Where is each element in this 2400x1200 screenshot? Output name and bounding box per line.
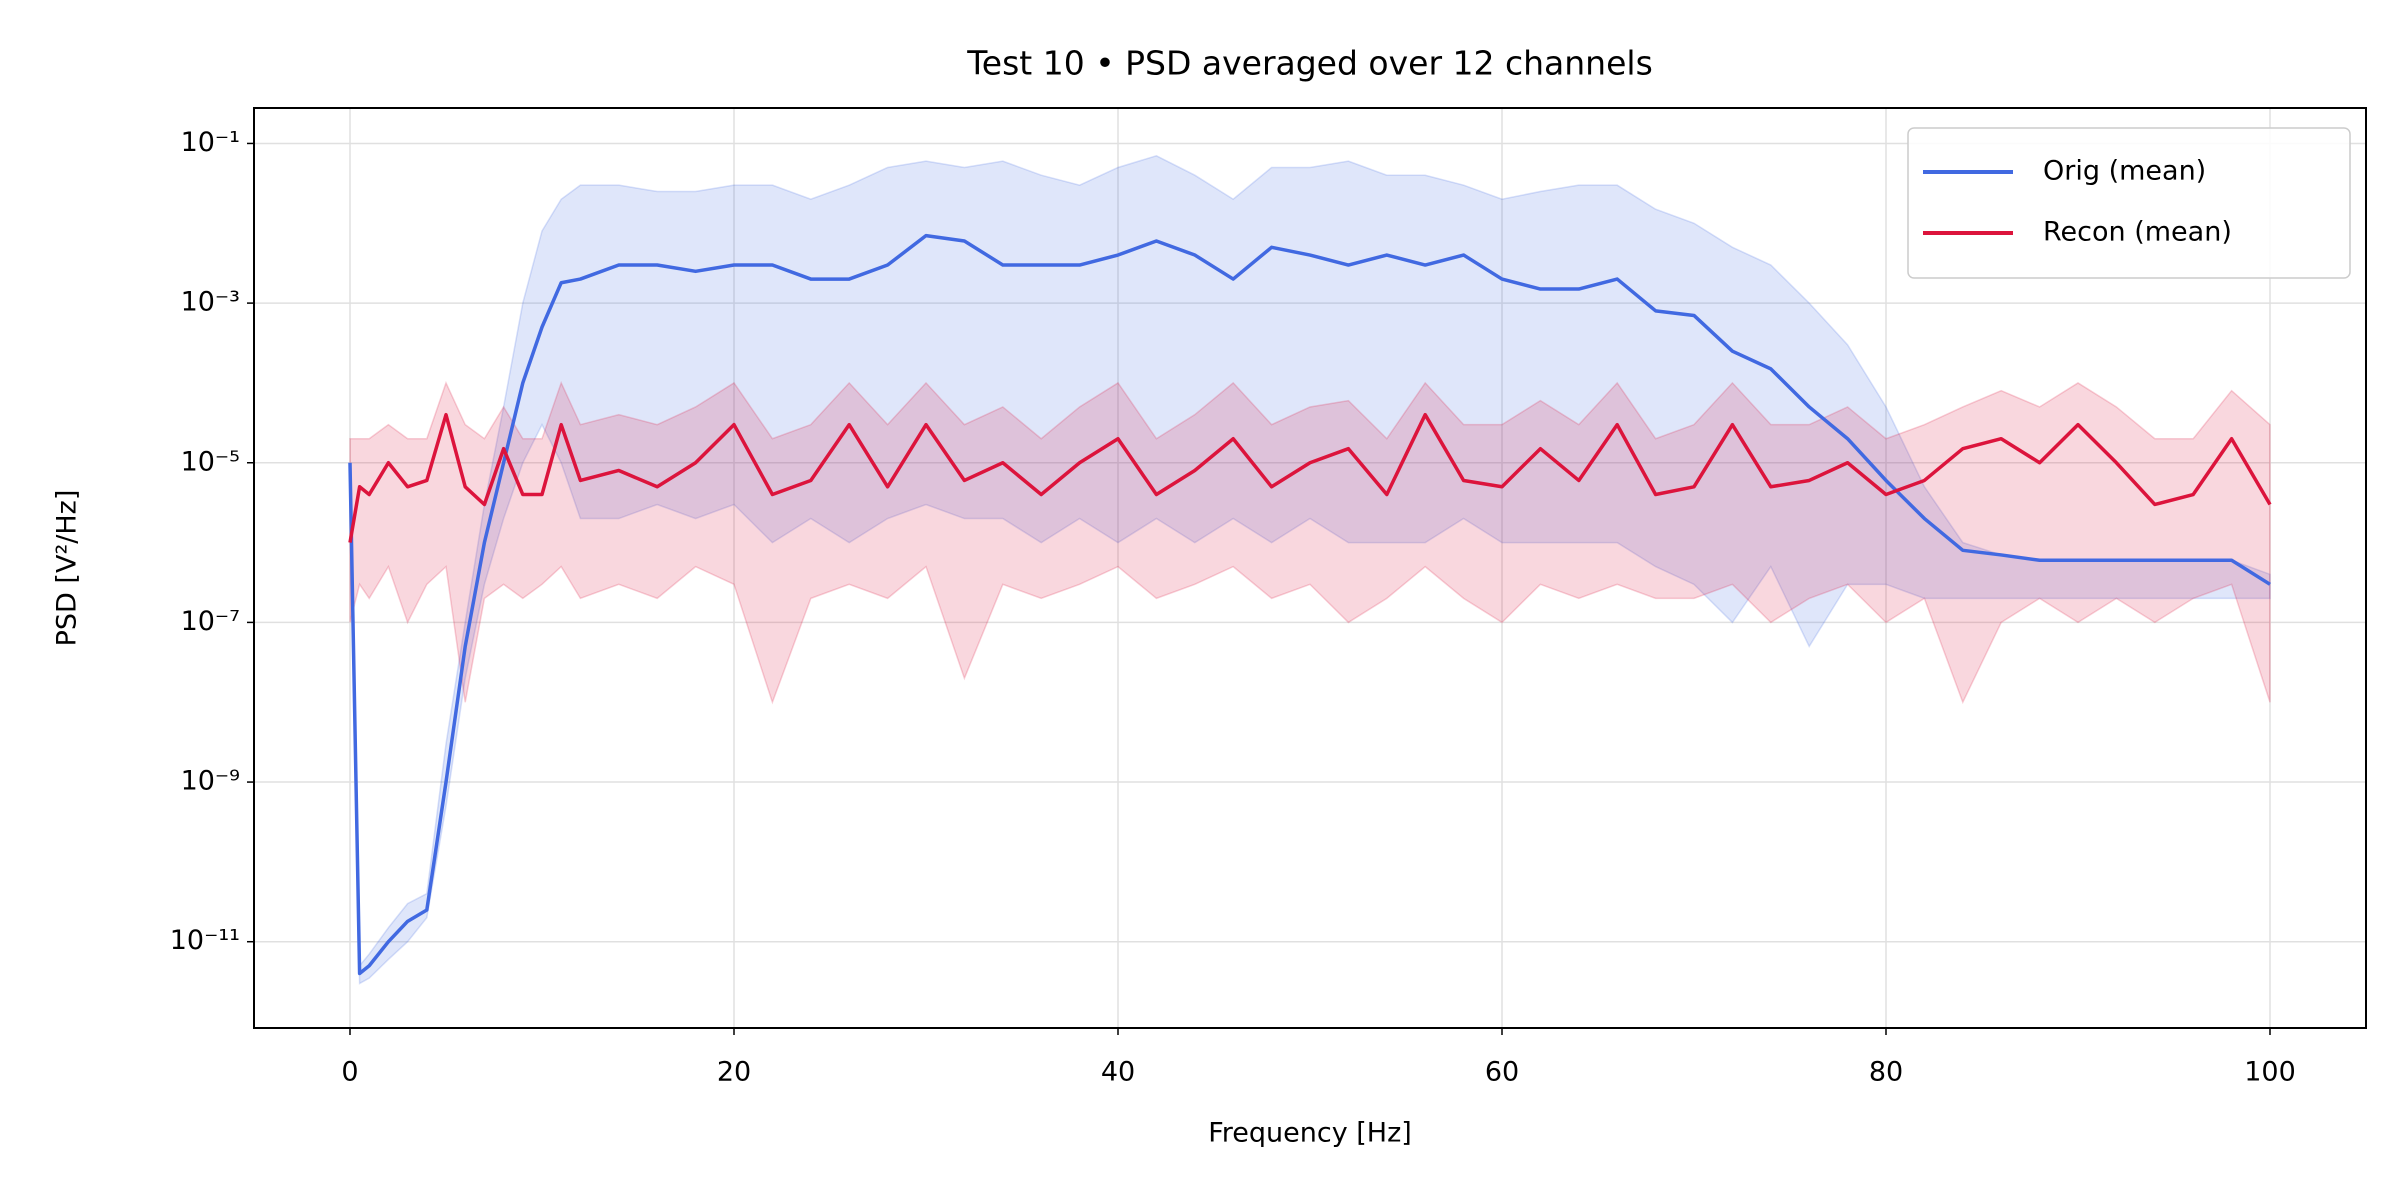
band (349, 380, 2271, 705)
x-tick-label: 0 (341, 1057, 358, 1088)
legend-box (1907, 127, 2351, 279)
x-tick-label: 100 (2244, 1057, 2296, 1088)
x-tick-label: 80 (1869, 1057, 1903, 1088)
y-tick-label: 10⁻¹¹ (170, 925, 240, 956)
y-tick-label: 10⁻¹ (181, 127, 240, 158)
line (348, 233, 2271, 976)
legend-label: Recon (mean) (2043, 217, 2232, 248)
y-tick-label: 10⁻⁷ (181, 606, 240, 637)
y-tick-label: 10⁻⁹ (181, 766, 240, 797)
plot-frame (253, 107, 2367, 1029)
y-axis-label: PSD [V²/Hz] (52, 490, 83, 647)
band (349, 155, 2271, 985)
y-tick-label: 10⁻³ (181, 287, 240, 318)
legend-label: Orig (mean) (2043, 156, 2206, 187)
plot-area (348, 155, 2272, 985)
axes: 0 20 40 60 80 100 10⁻¹¹ 10⁻⁹ 10⁻⁷ 10⁻⁵ 10⁻³ 10⁻¹ Ori… (170, 107, 2367, 1088)
x-axis-label: Frequency [Hz] (1208, 1118, 1412, 1149)
x-tick-label: 60 (1485, 1057, 1519, 1088)
x-tick-label: 40 (1101, 1057, 1135, 1088)
y-tick-label: 10⁻⁵ (181, 446, 240, 477)
line (348, 412, 2272, 543)
chart-title: Test 10 • PSD averaged over 12 channels (966, 44, 1653, 83)
x-tick-label: 20 (717, 1057, 751, 1088)
legend: Orig (mean) Recon (mean) (1907, 127, 2351, 279)
